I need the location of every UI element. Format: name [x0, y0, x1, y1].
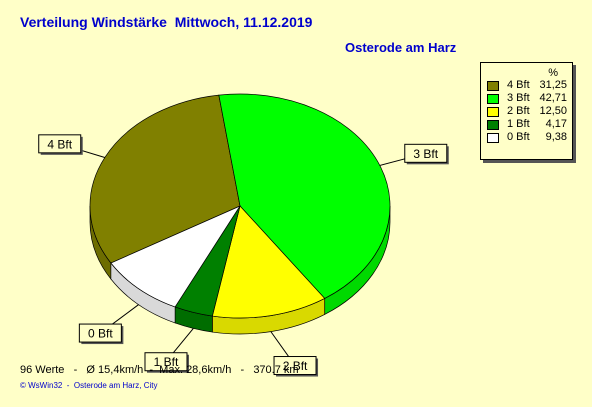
pie-label-box-4: [78, 323, 122, 343]
legend-label: 1 Bft: [507, 118, 530, 130]
pie-label-4: 0 Bft: [88, 327, 113, 341]
legend-value: 31,25: [539, 79, 567, 91]
legend-swatch: [487, 94, 499, 104]
credit-line: © WsWin32 - Osterode am Harz, City: [20, 381, 158, 390]
legend-item: 1 Bft 4,17: [487, 118, 571, 131]
pie-label-box-2: [273, 356, 317, 376]
pie-label-1: 3 Bft: [413, 147, 438, 161]
pie-slice-2: [211, 205, 326, 319]
legend-unit: %: [548, 67, 558, 79]
legend-label: 2 Bft: [507, 105, 530, 117]
pie-label-2: 2 Bft: [283, 359, 308, 373]
legend-value: 9,38: [545, 131, 567, 143]
chart-title: Verteilung Windstärke Mittwoch, 11.12.20…: [20, 14, 313, 30]
pie-slice-0: [89, 94, 241, 264]
pie-label-box-3: [144, 352, 188, 372]
legend-label: 4 Bft: [507, 79, 530, 91]
stats-footer: 96 Werte - Ø 15,4km/h - Max. 28,6km/h - …: [20, 364, 299, 376]
legend-item: 4 Bft 31,25: [487, 79, 571, 92]
legend-item: 0 Bft 9,38: [487, 131, 571, 144]
pie-label-3: 1 Bft: [154, 355, 179, 369]
legend-value: 4,17: [545, 118, 567, 130]
location-label: Osterode am Harz: [345, 40, 457, 55]
pie-slice-4: [110, 205, 241, 308]
legend-item: 2 Bft 12,50: [487, 105, 571, 118]
legend-swatch: [487, 120, 499, 130]
legend-label: 3 Bft: [507, 92, 530, 104]
legend-label: 0 Bft: [507, 131, 530, 143]
pie-slice-1: [218, 93, 391, 299]
legend-swatch: [487, 107, 499, 117]
pie-label-box-0: [38, 134, 82, 154]
legend-swatch: [487, 81, 499, 91]
legend: % 4 Bft 31,25 3 Bft 42,71 2 Bft 12,50 1 Bft 4,1…: [480, 62, 573, 160]
legend-swatch: [487, 133, 499, 143]
legend-value: 12,50: [539, 105, 567, 117]
pie-label-0: 4 Bft: [47, 137, 72, 151]
legend-item: 3 Bft 42,71: [487, 92, 571, 105]
legend-value: 42,71: [539, 92, 567, 104]
pie-label-box-1: [404, 143, 448, 163]
